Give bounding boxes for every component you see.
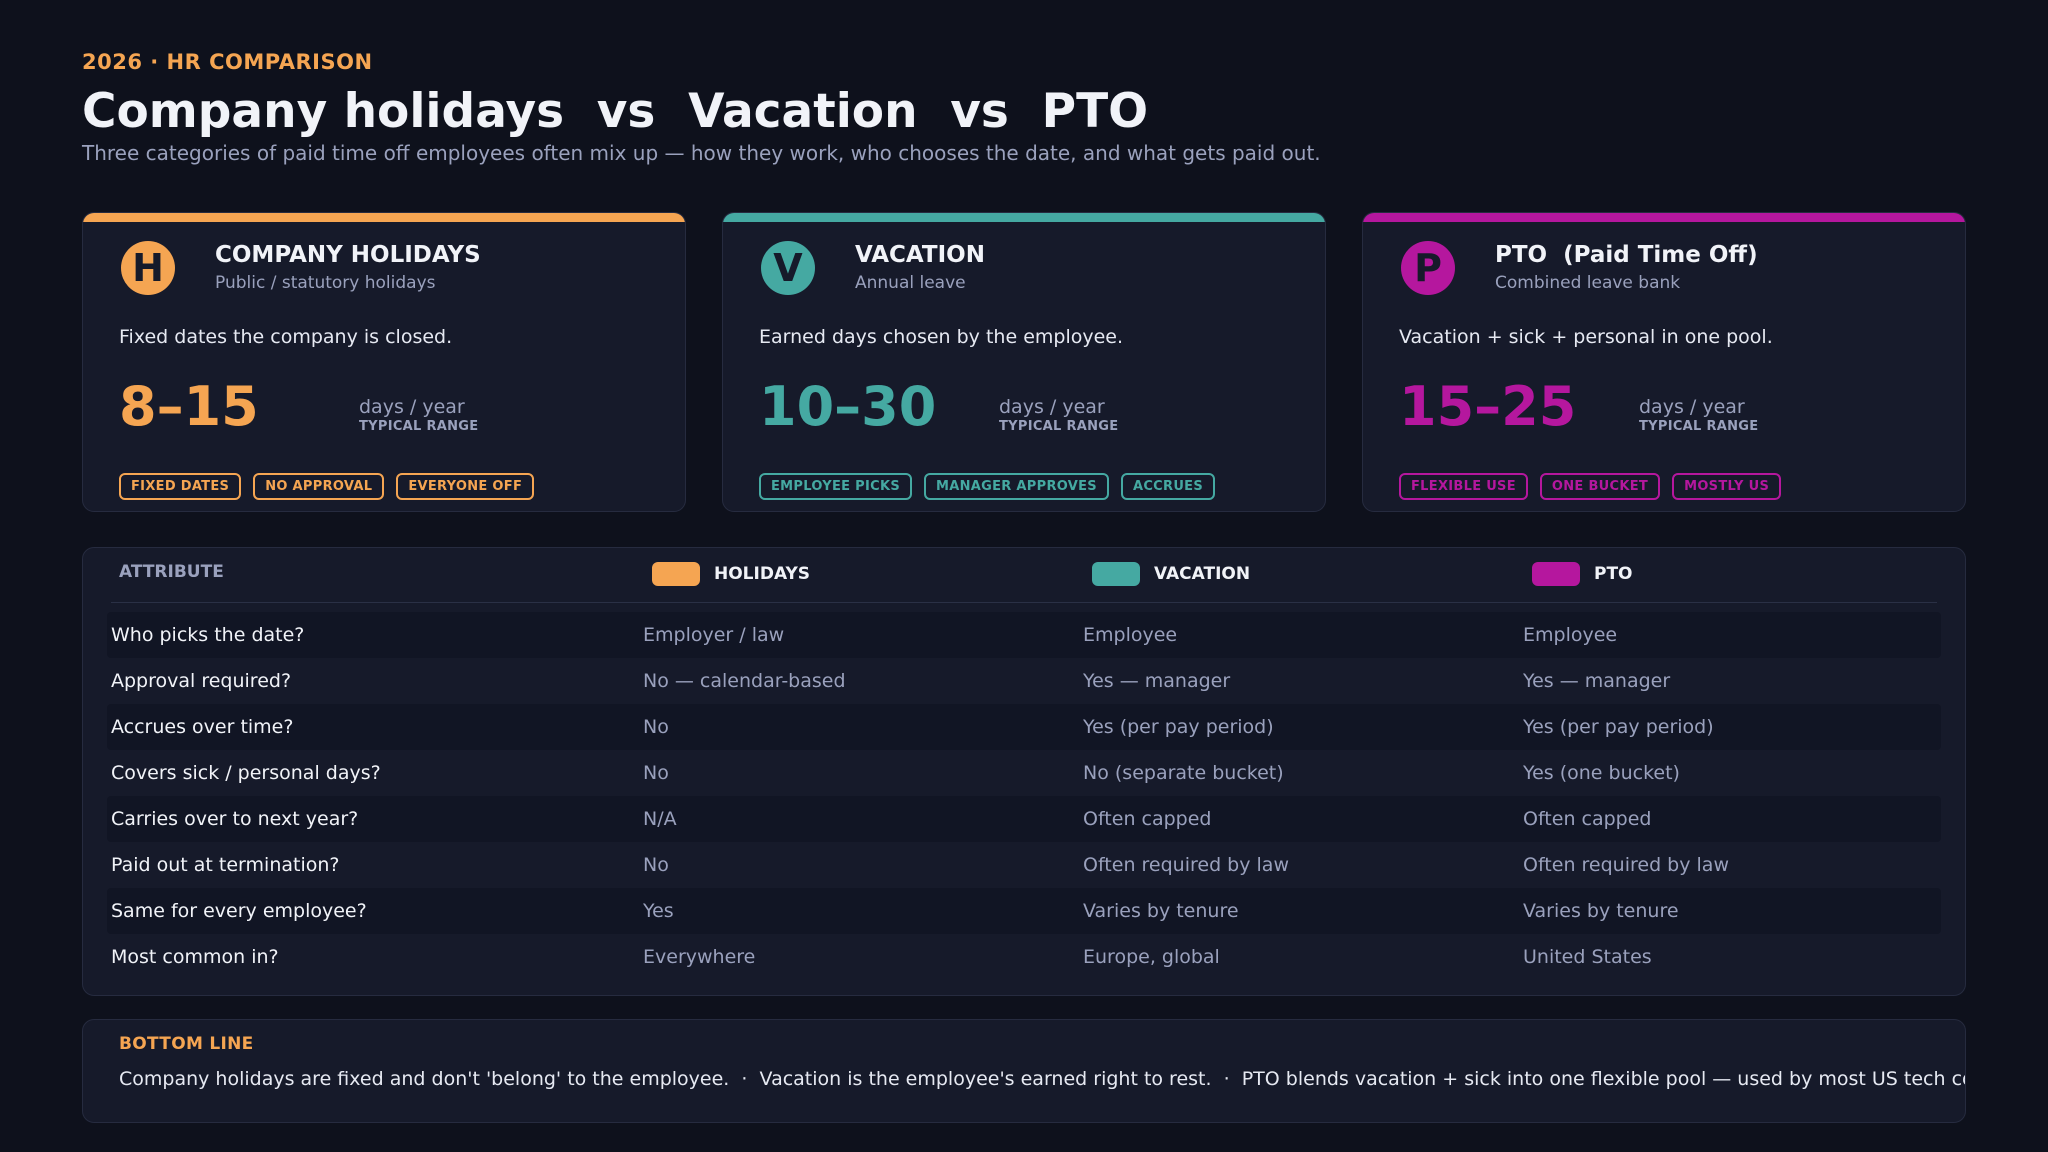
row-pto-value: Often capped [1523,808,1652,830]
tag: FLEXIBLE USE [1399,473,1528,500]
card-company-holidays: H COMPANY HOLIDAYS Public / statutory ho… [82,212,686,512]
card-description: Fixed dates the company is closed. [119,326,453,348]
bottom-line-text: Company holidays are fixed and don't 'be… [119,1068,1966,1090]
card-range: 8–15 [119,375,259,438]
tag: MANAGER APPROVES [924,473,1109,500]
row-pto-value: Often required by law [1523,854,1729,876]
column-header-label: PTO [1594,564,1633,584]
row-pto-value: Yes (one bucket) [1523,762,1680,784]
row-attribute: Approval required? [111,670,292,692]
row-attribute: Carries over to next year? [111,808,359,830]
card-range: 10–30 [759,375,937,438]
row-attribute: Covers sick / personal days? [111,762,381,784]
row-holidays-value: Everywhere [643,946,756,968]
row-vacation-value: Europe, global [1083,946,1220,968]
card-tags: EMPLOYEE PICKS MANAGER APPROVES ACCRUES [759,473,1216,500]
tag: EMPLOYEE PICKS [759,473,912,500]
tag: ONE BUCKET [1539,473,1661,500]
page-subtitle: Three categories of paid time off employ… [82,141,1321,165]
vacation-letter-icon: V [761,241,815,295]
tag: FIXED DATES [119,473,242,500]
table-row: Accrues over time? No Yes (per pay perio… [107,704,1941,750]
card-unit-caption: TYPICAL RANGE [999,419,1119,434]
tag: NO APPROVAL [253,473,385,500]
pto-swatch-icon [1532,562,1580,586]
vacation-swatch-icon [1092,562,1140,586]
card-accent-bar [1363,213,1965,222]
row-pto-value: Employee [1523,624,1618,646]
card-range: 15–25 [1399,375,1577,438]
card-vacation: V VACATION Annual leave Earned days chos… [722,212,1326,512]
row-vacation-value: Employee [1083,624,1178,646]
row-attribute: Paid out at termination? [111,854,340,876]
page-title: Company holidays vs Vacation vs PTO [82,84,1149,139]
row-vacation-value: No (separate bucket) [1083,762,1284,784]
table-body: Who picks the date? Employer / law Emplo… [107,612,1941,980]
card-tags: FLEXIBLE USE ONE BUCKET MOSTLY US [1399,473,1782,500]
row-holidays-value: No [643,716,669,738]
row-vacation-value: Often required by law [1083,854,1289,876]
column-header-holidays: HOLIDAYS [652,562,810,586]
tag: ACCRUES [1120,473,1216,500]
column-header-label: HOLIDAYS [714,564,811,584]
bottom-line-label: BOTTOM LINE [119,1034,254,1054]
card-description: Earned days chosen by the employee. [759,326,1124,348]
table-row: Paid out at termination? No Often requir… [107,842,1941,888]
bottom-line-panel: BOTTOM LINE Company holidays are fixed a… [82,1019,1966,1123]
row-holidays-value: Yes [643,900,674,922]
row-attribute: Most common in? [111,946,279,968]
card-pto: P PTO (Paid Time Off) Combined leave ban… [1362,212,1966,512]
card-unit: days / year [359,396,465,418]
eyebrow-label: 2026 · HR COMPARISON [82,50,373,74]
table-row: Approval required? No — calendar-based Y… [107,658,1941,704]
card-subtitle: Annual leave [855,273,966,293]
column-header-pto: PTO [1532,562,1633,586]
table-row: Most common in? Everywhere Europe, globa… [107,934,1941,980]
pto-letter-icon: P [1401,241,1455,295]
row-holidays-value: No [643,762,669,784]
card-subtitle: Public / statutory holidays [215,273,436,293]
row-pto-value: Varies by tenure [1523,900,1679,922]
row-attribute: Who picks the date? [111,624,305,646]
table-header: ATTRIBUTE HOLIDAYS VACATION PTO [83,548,1965,604]
row-holidays-value: No — calendar-based [643,670,846,692]
column-header-attribute: ATTRIBUTE [119,562,224,582]
card-unit: days / year [1639,396,1745,418]
tag: EVERYONE OFF [396,473,535,500]
table-row: Same for every employee? Yes Varies by t… [107,888,1941,934]
card-unit: days / year [999,396,1105,418]
holidays-swatch-icon [652,562,700,586]
row-holidays-value: No [643,854,669,876]
card-accent-bar [83,213,685,222]
card-title: VACATION [855,242,985,268]
table-row: Who picks the date? Employer / law Emplo… [107,612,1941,658]
card-title: PTO (Paid Time Off) [1495,242,1758,268]
comparison-table: ATTRIBUTE HOLIDAYS VACATION PTO Who pick… [82,547,1966,996]
card-unit-caption: TYPICAL RANGE [359,419,479,434]
row-attribute: Accrues over time? [111,716,294,738]
column-header-vacation: VACATION [1092,562,1250,586]
row-vacation-value: Yes — manager [1083,670,1231,692]
row-holidays-value: Employer / law [643,624,785,646]
row-pto-value: United States [1523,946,1652,968]
table-row: Covers sick / personal days? No No (sepa… [107,750,1941,796]
card-tags: FIXED DATES NO APPROVAL EVERYONE OFF [119,473,535,500]
row-vacation-value: Often capped [1083,808,1212,830]
row-vacation-value: Yes (per pay period) [1083,716,1274,738]
header-divider [111,602,1937,603]
table-row: Carries over to next year? N/A Often cap… [107,796,1941,842]
row-vacation-value: Varies by tenure [1083,900,1239,922]
card-title: COMPANY HOLIDAYS [215,242,481,268]
card-subtitle: Combined leave bank [1495,273,1681,293]
row-pto-value: Yes (per pay period) [1523,716,1714,738]
row-holidays-value: N/A [643,808,677,830]
row-attribute: Same for every employee? [111,900,367,922]
row-pto-value: Yes — manager [1523,670,1671,692]
card-unit-caption: TYPICAL RANGE [1639,419,1759,434]
holidays-letter-icon: H [121,241,175,295]
card-accent-bar [723,213,1325,222]
column-header-label: VACATION [1154,564,1251,584]
tag: MOSTLY US [1672,473,1782,500]
card-description: Vacation + sick + personal in one pool. [1399,326,1773,348]
